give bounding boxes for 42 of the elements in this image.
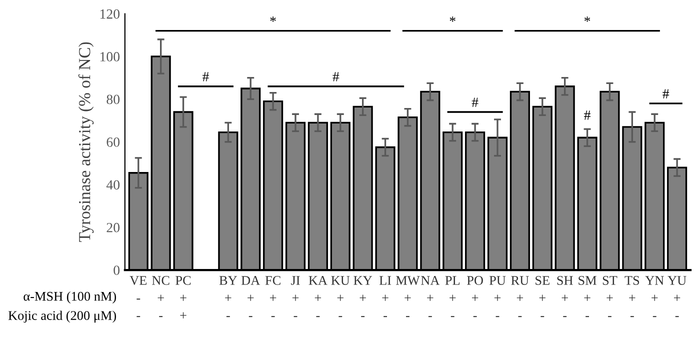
annotation: # xyxy=(584,110,591,120)
x-tick-label: SM + - xyxy=(578,276,596,318)
category-label: VE - - xyxy=(130,276,147,318)
x-tick-label: SH + - xyxy=(557,276,573,318)
x-tick-label: RU + - xyxy=(511,276,529,318)
y-axis-title: Tyrosinase activity (% of NC) xyxy=(78,42,94,242)
annotation: * xyxy=(450,16,456,22)
x-tick-label: MW + - xyxy=(396,276,420,318)
x-tick-label: KU + - xyxy=(331,276,350,318)
x-tick-label: PC + + xyxy=(176,276,191,318)
x-tick-label: PU + - xyxy=(489,276,506,318)
x-tick-label: KY + - xyxy=(354,276,372,318)
x-tick-label: YU + - xyxy=(668,276,686,318)
x-tick-label: LI + - xyxy=(379,276,392,318)
annotation: * xyxy=(584,16,590,22)
y-tick-label: 20 xyxy=(106,222,120,232)
annotation: # xyxy=(202,72,209,82)
y-tick-label: 40 xyxy=(106,180,120,190)
x-tick-label: KA + - xyxy=(308,276,328,318)
x-tick-label: FC + - xyxy=(265,276,280,318)
y-tick-label: 120 xyxy=(100,9,120,19)
x-tick-label: TS + - xyxy=(624,276,640,318)
annotation: # xyxy=(332,72,340,82)
x-tick-label: BY + - xyxy=(219,276,237,318)
x-tick-label: YN + - xyxy=(645,276,664,318)
annotation: * xyxy=(270,16,276,22)
x-tick-label: NC + - xyxy=(152,276,170,318)
x-tick-label: PO + - xyxy=(467,276,483,318)
text: α-MSH (100 nM) xyxy=(24,291,116,304)
x-tick-label: PL + - xyxy=(445,276,460,318)
y-tick-label: 100 xyxy=(100,52,120,62)
y-tick-label: 0 xyxy=(114,266,120,275)
text: Kojic acid (200 μM) xyxy=(8,310,116,323)
x-tick-label: DA + - xyxy=(241,276,260,318)
y-tick-label: 60 xyxy=(106,137,120,147)
x-tick-label: ST + - xyxy=(602,276,618,318)
annotation: # xyxy=(472,98,478,107)
x-tick-label: JI + - xyxy=(291,276,300,318)
y-tick-label: 80 xyxy=(106,94,120,104)
x-tick-label: SE + - xyxy=(536,276,550,318)
x-tick-label: NA + - xyxy=(421,276,440,318)
annotation: # xyxy=(662,89,670,98)
